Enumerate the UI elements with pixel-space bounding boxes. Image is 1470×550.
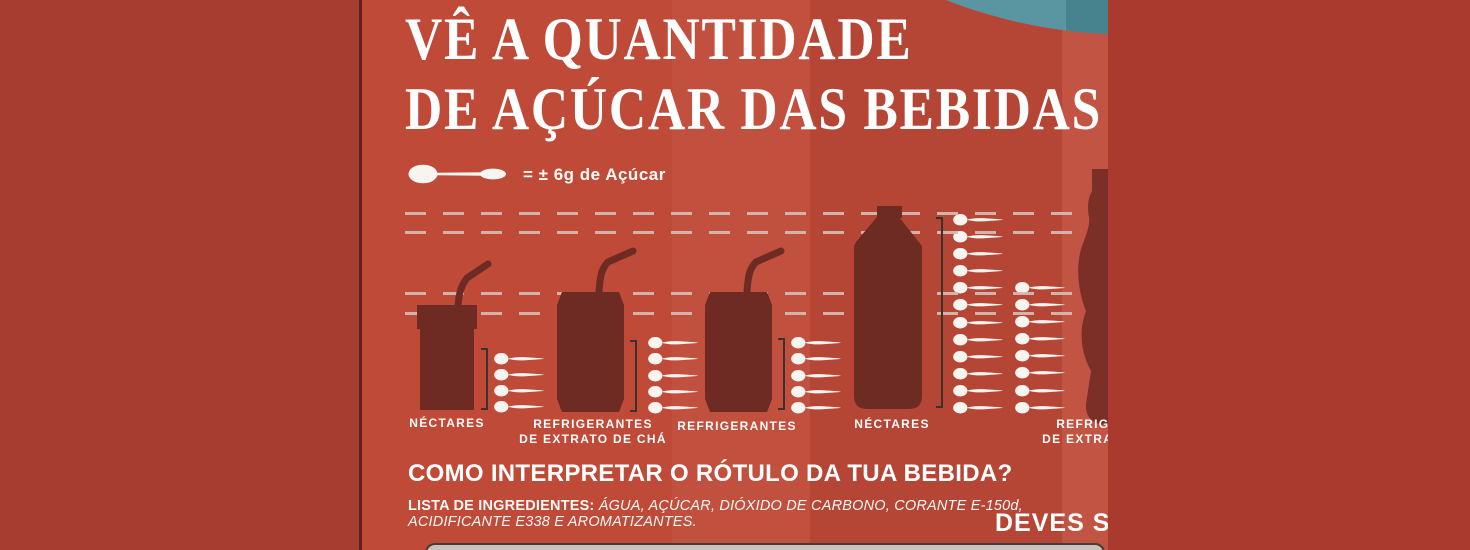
item-label-nectares-small: NÉCTARES — [409, 416, 485, 430]
spoon-icon — [1015, 333, 1066, 345]
teal-wave-decoration — [946, 0, 1108, 34]
ingredients-text: LISTA DE INGREDIENTES: ÁGUA, AÇÚCAR, DIÓ… — [408, 498, 1048, 530]
spoon-icon — [953, 282, 1004, 294]
section-heading: COMO INTERPRETAR O RÓTULO DA TUA BEBIDA? — [408, 460, 1013, 487]
ingredients-line2: ACIDIFICANTE E338 E AROMATIZANTES. — [408, 513, 697, 530]
spoon-icon — [1015, 367, 1066, 379]
spoon-column — [647, 336, 701, 415]
page-title: VÊ A QUANTIDADE DE AÇÚCAR DAS BEBIDAS — [405, 4, 1102, 144]
dashed-guide-line — [405, 212, 1073, 215]
spoon-icon — [953, 402, 1004, 414]
spoon-icon — [791, 402, 842, 414]
spoon-icon — [953, 265, 1004, 277]
spoon-column — [1014, 281, 1068, 414]
spoon-icon — [1015, 282, 1066, 294]
bracket — [481, 348, 488, 410]
item-label-refrigerantes: REFRIGERANTES — [677, 419, 797, 433]
can-graphic — [557, 247, 637, 412]
spoon-icon — [1015, 384, 1066, 397]
spoon-icon — [648, 353, 699, 365]
juice-box-graphic — [417, 260, 492, 410]
poster-content-area: VÊ A QUANTIDADE DE AÇÚCAR DAS BEBIDAS = … — [359, 0, 1108, 550]
spoon-icon — [953, 299, 1004, 311]
dashed-guide-line — [405, 231, 1073, 234]
spoon-icon — [1015, 350, 1066, 362]
spoon-icon — [953, 350, 1004, 363]
ingredients-line1: ÁGUA, AÇÚCAR, DIÓXIDO DE CARBONO, CORANT… — [594, 498, 1023, 514]
item-label-line: REFRIGERANTES — [533, 417, 653, 431]
spoon-icon — [953, 333, 1004, 346]
spoon-icon — [953, 367, 1004, 380]
spoon-icon — [494, 401, 545, 413]
spoon-icon — [648, 369, 699, 382]
spoon-icon — [494, 369, 545, 381]
bracket — [630, 340, 637, 412]
item-label-bottle: REFRIGERANTES DE EXTRATO DE CHÁ — [1016, 417, 1108, 446]
item-label-line: DE EXTRATO DE CHÁ — [519, 431, 667, 446]
spoon-column — [493, 352, 547, 414]
label-box-top-edge — [425, 543, 1105, 550]
spoon-icon — [1015, 299, 1066, 311]
item-label-line: DE EXTRATO DE CHÁ — [1042, 431, 1108, 446]
spoon-icon — [791, 385, 842, 398]
spoon-icon — [953, 248, 1004, 260]
ingredients-label: LISTA DE INGREDIENTES: — [408, 498, 595, 514]
bracket — [778, 338, 785, 410]
spoon-column — [790, 336, 844, 415]
spoon-icon — [791, 369, 842, 382]
spoon-icon — [953, 316, 1004, 329]
spoon-icon — [953, 384, 1004, 397]
spoon-icon — [953, 214, 1004, 226]
spoon-icon — [648, 402, 699, 414]
spoon-icon — [494, 385, 545, 397]
carton-graphic — [854, 206, 922, 409]
bottle-graphic — [1078, 169, 1108, 425]
can-graphic — [705, 247, 785, 412]
spoon-icon — [408, 164, 506, 184]
spoon-icon — [791, 353, 842, 365]
spoon-icon — [1015, 316, 1066, 328]
spoon-icon — [648, 385, 699, 398]
item-label-nectares-1l: NÉCTARES — [854, 417, 930, 431]
spoon-icon — [494, 353, 545, 365]
spoon-icon — [791, 337, 842, 349]
page-title-line1: VÊ A QUANTIDADE — [405, 6, 913, 72]
spoon-icon — [648, 337, 699, 349]
spoon-icon — [1015, 401, 1066, 414]
item-label-refrigerantes-cha: REFRIGERANTES DE EXTRATO DE CHÁ — [508, 417, 678, 446]
bracket — [936, 217, 943, 408]
item-label-line: REFRIGERANTES — [1056, 417, 1108, 431]
page-title-line2: DE AÇÚCAR DAS BEBIDAS — [405, 76, 1103, 142]
legend-text: = ± 6g de Açúcar — [523, 165, 666, 184]
side-note-text: DEVES SABER — [995, 509, 1108, 537]
